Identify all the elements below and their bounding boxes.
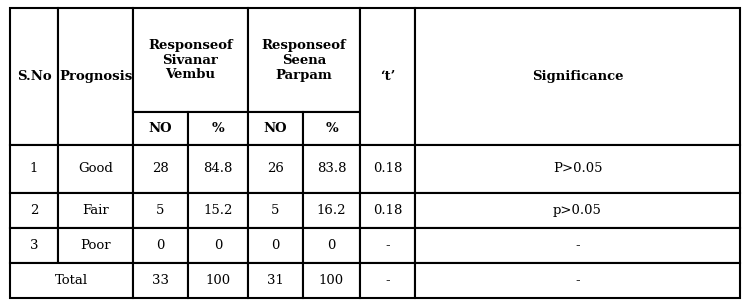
Text: P>0.05: P>0.05 <box>553 162 602 176</box>
Text: %: % <box>211 122 224 135</box>
Text: p>0.05: p>0.05 <box>553 204 602 217</box>
Bar <box>58 228 133 263</box>
Bar <box>248 228 303 263</box>
Text: 2: 2 <box>30 204 38 217</box>
Bar <box>248 145 303 193</box>
Bar <box>10 8 58 145</box>
Bar <box>10 145 58 193</box>
Text: ‘t’: ‘t’ <box>380 70 395 83</box>
Text: 26: 26 <box>267 162 284 176</box>
Bar <box>133 263 188 298</box>
Text: 0.18: 0.18 <box>373 204 402 217</box>
Bar <box>415 228 740 263</box>
Bar <box>415 145 740 193</box>
Bar <box>58 145 133 193</box>
Text: Fair: Fair <box>82 204 109 217</box>
Text: %: % <box>326 122 338 135</box>
Bar <box>188 263 248 298</box>
Bar <box>188 112 248 145</box>
Bar <box>248 8 360 112</box>
Bar <box>10 263 133 298</box>
Text: 5: 5 <box>156 204 165 217</box>
Text: 33: 33 <box>152 274 169 287</box>
Bar <box>248 263 303 298</box>
Bar <box>188 145 248 193</box>
Bar <box>360 8 415 145</box>
Text: 0: 0 <box>214 239 222 252</box>
Bar <box>188 228 248 263</box>
Bar <box>133 8 248 112</box>
Bar <box>133 193 188 228</box>
Text: 84.8: 84.8 <box>203 162 232 176</box>
Bar <box>58 193 133 228</box>
Text: Total: Total <box>55 274 88 287</box>
Text: 0: 0 <box>156 239 165 252</box>
Text: Poor: Poor <box>80 239 111 252</box>
Bar <box>415 263 740 298</box>
Bar <box>133 228 188 263</box>
Bar <box>188 193 248 228</box>
Text: 31: 31 <box>267 274 284 287</box>
Text: 5: 5 <box>272 204 280 217</box>
Bar <box>133 112 188 145</box>
Text: 28: 28 <box>152 162 169 176</box>
Bar <box>248 193 303 228</box>
Bar <box>133 145 188 193</box>
Text: -: - <box>386 274 390 287</box>
Bar <box>303 145 360 193</box>
Text: -: - <box>386 239 390 252</box>
Bar <box>303 263 360 298</box>
Bar <box>360 193 415 228</box>
Bar <box>303 228 360 263</box>
Bar <box>360 145 415 193</box>
Text: NO: NO <box>264 122 287 135</box>
Text: 3: 3 <box>30 239 38 252</box>
Text: Good: Good <box>78 162 113 176</box>
Bar <box>10 193 58 228</box>
Text: -: - <box>575 274 580 287</box>
Bar <box>360 228 415 263</box>
Text: 1: 1 <box>30 162 38 176</box>
Bar <box>58 8 133 145</box>
Text: 83.8: 83.8 <box>316 162 346 176</box>
Text: Significance: Significance <box>532 70 623 83</box>
Text: 100: 100 <box>319 274 344 287</box>
Text: Responseof
Sivanar
Vembu: Responseof Sivanar Vembu <box>148 39 232 81</box>
Text: S.No: S.No <box>16 70 51 83</box>
Text: 0: 0 <box>327 239 336 252</box>
Bar <box>415 193 740 228</box>
Bar <box>303 112 360 145</box>
Bar <box>303 193 360 228</box>
Text: 16.2: 16.2 <box>316 204 346 217</box>
Text: 0.18: 0.18 <box>373 162 402 176</box>
Text: Prognosis: Prognosis <box>59 70 132 83</box>
Text: NO: NO <box>148 122 172 135</box>
Bar <box>415 8 740 145</box>
Text: 100: 100 <box>206 274 230 287</box>
Text: 0: 0 <box>272 239 280 252</box>
Text: -: - <box>575 239 580 252</box>
Bar <box>360 263 415 298</box>
Text: Responseof
Seena
Parpam: Responseof Seena Parpam <box>262 39 346 81</box>
Text: 15.2: 15.2 <box>203 204 232 217</box>
Bar <box>10 228 58 263</box>
Bar <box>248 112 303 145</box>
